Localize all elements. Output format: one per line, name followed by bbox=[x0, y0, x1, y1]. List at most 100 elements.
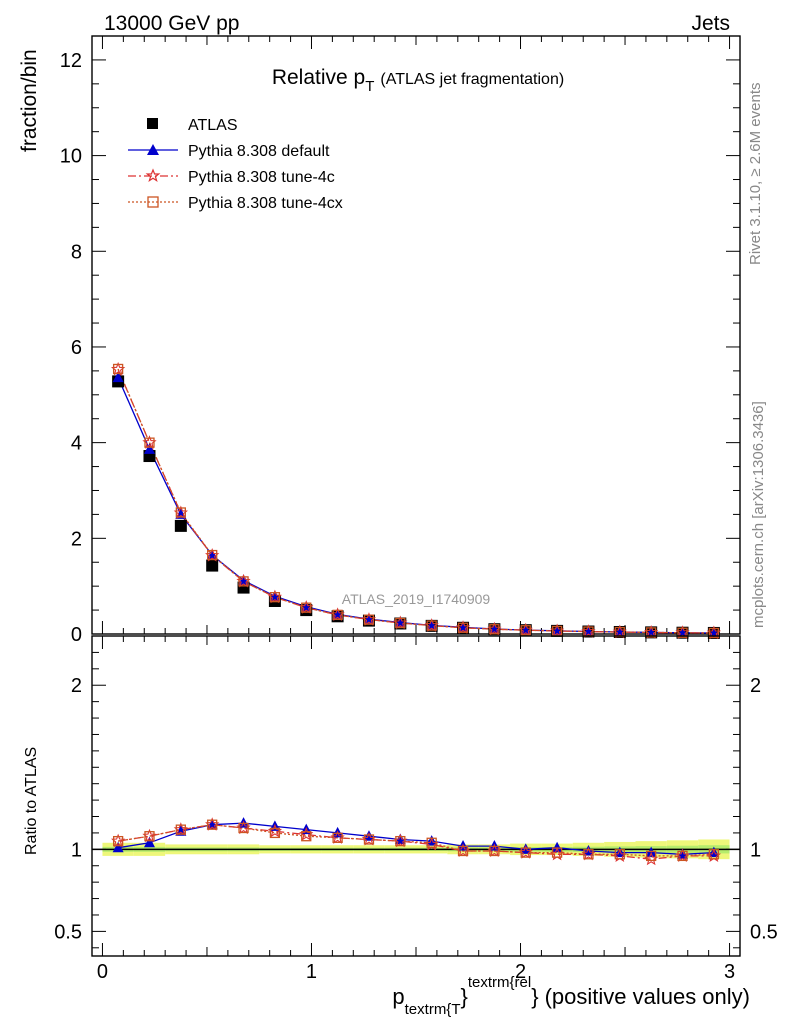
main-point-s0 bbox=[174, 519, 187, 532]
ratio-point-s0 bbox=[614, 846, 626, 858]
ratio-series-line-2 bbox=[117, 824, 714, 857]
ratio-point-s2 bbox=[426, 837, 437, 848]
watermark: ATLAS_2019_I1740909 bbox=[342, 591, 491, 607]
header-left: 13000 GeV pp bbox=[104, 12, 239, 35]
ratio-point-s2 bbox=[551, 847, 563, 858]
x-tick-label: 2 bbox=[515, 961, 526, 983]
y-tick-label-right: 1 bbox=[750, 839, 761, 861]
main-point-s3 bbox=[646, 627, 657, 638]
xlabel-sub: textrm{T bbox=[405, 1001, 461, 1018]
ratio-point-s0 bbox=[708, 846, 720, 858]
ratio-point-s0 bbox=[143, 836, 155, 848]
y-tick-label: 0.5 bbox=[54, 921, 82, 943]
ratio-point-s2 bbox=[646, 850, 657, 862]
main-point-s3 bbox=[301, 602, 312, 613]
ratio-point-s0 bbox=[112, 841, 124, 853]
ratio-point-s2 bbox=[457, 845, 469, 857]
y-tick-label: 8 bbox=[71, 241, 82, 263]
main-point-s3 bbox=[426, 620, 437, 631]
main-point-s3 bbox=[677, 627, 688, 638]
main-point-s3 bbox=[457, 622, 469, 633]
y-tick-label: 10 bbox=[60, 146, 82, 168]
main-point-s0 bbox=[206, 559, 219, 572]
ratio-panel: 0.5 0.5 1 1 2 2 0 1 2 3 bbox=[54, 635, 778, 983]
legend-marker-default bbox=[147, 144, 159, 155]
y-tick-label: 2 bbox=[71, 528, 82, 550]
legend-entry-atlas: ATLAS bbox=[147, 117, 238, 134]
main-point-s3 bbox=[708, 627, 720, 639]
main-panel: 0 2 4 6 8 10 12 bbox=[60, 35, 741, 646]
xlabel-sup: textrm{rel bbox=[468, 974, 531, 991]
ratio-point-s2 bbox=[395, 835, 406, 847]
title-rest: (ATLAS jet fragmentation) bbox=[380, 71, 564, 88]
ratio-point-s2 bbox=[112, 835, 124, 847]
main-point-s3 bbox=[395, 617, 406, 629]
main-point-s3 bbox=[175, 507, 186, 518]
ratio-ylabel: Ratio to ATLAS bbox=[23, 747, 40, 855]
ratio-series-line-0 bbox=[117, 822, 714, 855]
main-point-s3 bbox=[363, 614, 375, 625]
legend-label-tune4c: Pythia 8.308 tune-4c bbox=[188, 169, 335, 186]
legend-entry-tune4c: Pythia 8.308 tune-4c bbox=[128, 168, 335, 186]
y-tick-label: 1 bbox=[71, 839, 82, 861]
main-point-s3 bbox=[520, 625, 531, 636]
x-tick-label: 1 bbox=[306, 961, 317, 983]
ratio-point-s2 bbox=[677, 850, 688, 862]
ratio-point-s2 bbox=[238, 822, 249, 834]
x-tick-label: 3 bbox=[724, 961, 735, 983]
y-tick-label-right: 2 bbox=[750, 675, 761, 697]
ratio-frame bbox=[91, 635, 741, 957]
title-sub: T bbox=[365, 78, 374, 95]
ratio-point-s2 bbox=[489, 845, 500, 857]
ratio-point-s2 bbox=[207, 819, 218, 830]
main-point-s1 bbox=[112, 371, 124, 383]
ratio-point-s2 bbox=[614, 849, 625, 860]
ratio-point-s0 bbox=[426, 835, 438, 846]
xlabel-brace: } bbox=[460, 984, 467, 1009]
legend-label-atlas: ATLAS bbox=[188, 117, 238, 134]
main-point-s3 bbox=[332, 609, 343, 621]
legend-marker-tune4c bbox=[145, 168, 161, 183]
x-tick-label: 0 bbox=[97, 961, 108, 983]
y-tick-label-right: 0.5 bbox=[750, 921, 778, 943]
ratio-point-s2 bbox=[175, 824, 186, 835]
ratio-point-s2 bbox=[301, 831, 312, 842]
y-tick-label: 2 bbox=[71, 675, 82, 697]
y-tick-label: 4 bbox=[71, 433, 82, 455]
ratio-point-s2 bbox=[144, 831, 155, 842]
main-point-s3 bbox=[112, 363, 124, 375]
legend-label-tune4cx: Pythia 8.308 tune-4cx bbox=[188, 195, 343, 212]
legend-entry-tune4cx: Pythia 8.308 tune-4cx bbox=[128, 195, 343, 212]
main-point-s3 bbox=[489, 624, 500, 635]
rivet-label: Rivet 3.1.10, ≥ 2.6M events bbox=[747, 83, 764, 266]
xlabel-close: } bbox=[531, 984, 538, 1009]
legend-marker-atlas bbox=[147, 118, 158, 129]
legend: ATLAS Pythia 8.308 default Pythia 8.308 … bbox=[128, 117, 343, 212]
legend-entry-default: Pythia 8.308 default bbox=[128, 143, 330, 160]
header-right: Jets bbox=[691, 12, 730, 35]
xlabel-main: p bbox=[392, 984, 404, 1009]
ratio-point-s2 bbox=[708, 849, 720, 860]
legend-label-default: Pythia 8.308 default bbox=[188, 143, 330, 160]
ratio-point-s2 bbox=[363, 834, 375, 845]
main-point-s3 bbox=[207, 549, 218, 561]
title-main: Relative p bbox=[272, 66, 365, 89]
xlabel-rest: (positive values only) bbox=[545, 984, 750, 1009]
y-tick-label: 0 bbox=[71, 624, 82, 646]
x-axis-label: ptextrm{T}textrm{rel} (positive values on… bbox=[392, 974, 750, 1018]
ratio-point-s2 bbox=[332, 832, 343, 843]
ratio-point-s2 bbox=[269, 827, 281, 839]
mcplots-label: mcplots.cern.ch [arXiv:1306.3436] bbox=[750, 401, 767, 628]
y-tick-label: 6 bbox=[71, 337, 82, 359]
main-point-s3 bbox=[269, 592, 281, 603]
ratio-point-s2 bbox=[520, 847, 531, 858]
main-point-s1 bbox=[143, 443, 155, 454]
legend-marker-tune4cx bbox=[147, 196, 159, 208]
ratio-point-s2 bbox=[583, 849, 594, 860]
chart-title: Relative pT (ATLAS jet fragmentation) bbox=[272, 66, 564, 95]
main-point-s3 bbox=[144, 437, 155, 448]
y-tick-label: 12 bbox=[60, 50, 82, 72]
main-point-s3 bbox=[238, 576, 249, 587]
main-ylabel: fraction/bin bbox=[18, 49, 41, 152]
